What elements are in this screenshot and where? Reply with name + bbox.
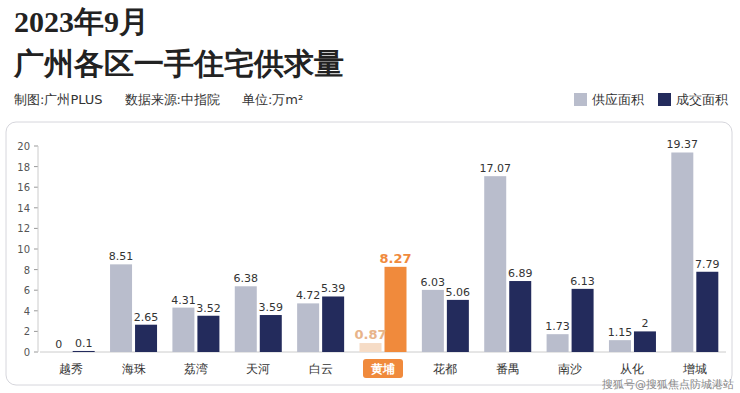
bar: [172, 308, 194, 352]
y-tick-label: 18: [17, 162, 30, 173]
y-tick: [34, 290, 38, 291]
bar: [422, 290, 444, 352]
data-label: 2.65: [134, 311, 159, 324]
x-tick-label: 黄埔: [370, 362, 395, 376]
y-tick: [34, 228, 38, 229]
labels: 0 0.1 8.51 2.65 4.313.52 6.38 3.59 4.725.39 0.87…: [55, 138, 719, 351]
chart: 2023年9月广州各区一手住宅供求量制图:广州PLUS 数据来源:中指院 单位:万m…: [0, 0, 740, 393]
x-tick-label: 海珠: [122, 362, 146, 376]
y-tick: [34, 166, 38, 167]
data-label: 1.73: [545, 320, 570, 333]
bar: [634, 331, 656, 352]
y-tick: [34, 207, 38, 208]
x-tick-label: 荔湾: [184, 362, 208, 376]
data-label: 6.89: [508, 267, 533, 280]
x-tick-label: 越秀: [59, 362, 83, 376]
bar: [322, 296, 344, 352]
bar: [509, 281, 531, 352]
data-label: 17.07: [479, 162, 511, 175]
data-label: 7.79: [695, 258, 720, 271]
y-tick-label: 2: [24, 326, 30, 337]
data-label: 0.87: [354, 327, 386, 342]
bar: [671, 152, 693, 352]
bar: [235, 286, 257, 352]
data-label: 0.1: [75, 337, 93, 350]
data-label: 6.03: [421, 276, 446, 289]
bar: [197, 316, 219, 352]
y-axis: [38, 146, 39, 352]
bar: [447, 300, 469, 352]
bar: [110, 264, 132, 352]
x-tick-label: 天河: [246, 362, 270, 376]
bars: [73, 152, 719, 352]
data-label: 4.72: [296, 289, 321, 302]
y-tick-label: 6: [24, 285, 30, 296]
x-tick-label: 花都: [433, 362, 457, 376]
x-tick-label: 增城: [682, 362, 707, 376]
y-tick-label: 12: [17, 223, 30, 234]
bar: [609, 340, 631, 352]
data-label: 0: [55, 338, 62, 351]
y-tick-label: 0: [24, 347, 30, 358]
x-tick-label: 番禺: [496, 362, 520, 376]
legend-swatch: [574, 93, 587, 106]
category-highlight: [363, 359, 403, 378]
y-tick-label: 4: [24, 306, 30, 317]
annotation: 单位:万m²: [242, 92, 303, 107]
bar: [360, 343, 382, 352]
data-label: 5.06: [446, 286, 471, 299]
y-tick-label: 20: [17, 141, 30, 152]
bar: [572, 289, 594, 352]
y-tick: [34, 331, 38, 332]
x-tick-label: 南沙: [558, 362, 582, 376]
data-label: 8.51: [109, 250, 134, 263]
y-tick: [34, 146, 38, 147]
bar: [135, 325, 157, 352]
background: [0, 0, 740, 393]
plot-frame: [6, 122, 732, 385]
bar: [48, 352, 70, 353]
annotation: 制图:广州PLUS: [14, 92, 103, 107]
data-label: 8.27: [379, 251, 411, 266]
data-label: 19.37: [667, 138, 699, 151]
bar: [73, 351, 95, 352]
y-tick: [34, 187, 38, 188]
x-tick-label: 从化: [620, 362, 644, 376]
bar: [696, 272, 718, 352]
legend-swatch: [658, 93, 671, 106]
data-label: 4.31: [171, 294, 196, 307]
annotation: 数据来源:中指院: [125, 92, 220, 107]
data-label: 6.38: [234, 272, 259, 285]
watermark: 搜狐号@搜狐焦点防城港站: [602, 378, 734, 391]
bar: [484, 176, 506, 352]
subtitle: 广州各区一手住宅供求量: [13, 47, 344, 80]
y-tick: [34, 249, 38, 250]
data-label: 6.13: [570, 275, 595, 288]
y-tick-label: 10: [17, 244, 30, 255]
bar: [547, 334, 569, 352]
bar: [260, 315, 282, 352]
y-tick-label: 8: [24, 265, 30, 276]
title: 2023年9月: [14, 5, 149, 38]
data-label: 3.52: [196, 302, 221, 315]
data-label: 1.15: [608, 326, 633, 339]
y-tick: [34, 352, 38, 353]
data-label: 2: [641, 317, 648, 330]
data-label: 5.39: [321, 282, 346, 295]
y-tick-label: 14: [17, 203, 30, 214]
y-tick: [34, 310, 38, 311]
y-tick-label: 16: [17, 182, 30, 193]
bar: [385, 267, 407, 352]
bar: [297, 303, 319, 352]
legend-label: 成交面积: [676, 92, 728, 107]
x-tick-label: 白云: [309, 362, 333, 376]
y-tick: [34, 269, 38, 270]
legend-label: 供应面积: [592, 92, 644, 107]
data-label: 3.59: [259, 301, 284, 314]
